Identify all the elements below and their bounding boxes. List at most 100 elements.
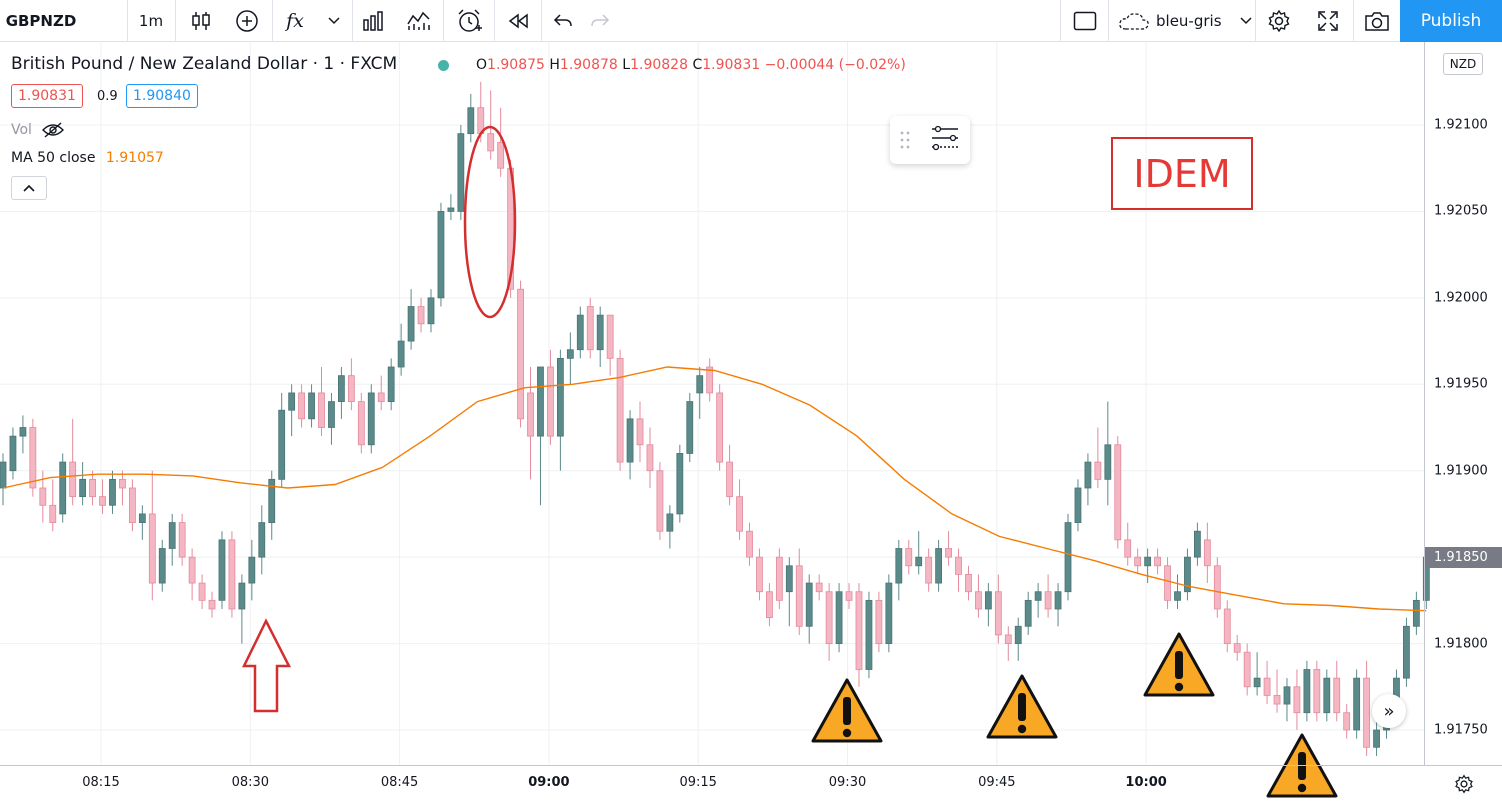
redo-button[interactable] [580, 0, 620, 42]
save-layout-button[interactable]: bleu-gris [1112, 0, 1254, 42]
candle [1373, 721, 1380, 756]
toolbar-separator [1060, 0, 1061, 42]
candle [367, 384, 375, 454]
ma-legend[interactable]: MA 50 close 1.91057 [11, 150, 164, 166]
candle [407, 289, 415, 350]
candle [1223, 600, 1231, 653]
layout-icon [1073, 11, 1097, 31]
candle-body [158, 548, 166, 584]
sell-price-button[interactable]: 1.90831 [11, 84, 83, 108]
candle [1024, 591, 1032, 635]
toolbar-separator [127, 0, 128, 42]
candle [984, 583, 992, 627]
candle-body [1223, 608, 1231, 644]
open-value: 1.90875 [487, 57, 545, 73]
candle-body [29, 427, 37, 489]
candle [1213, 557, 1221, 618]
warning-icon [986, 674, 1058, 739]
candle-body [1184, 556, 1191, 593]
candle-body [537, 366, 544, 437]
ma-label-text: MA 50 close [11, 150, 96, 166]
candle [955, 548, 962, 592]
object-tree-icon[interactable] [928, 125, 962, 155]
interval-label: 1m [138, 12, 164, 30]
settings-button[interactable] [1257, 0, 1301, 42]
candle-body [228, 539, 236, 610]
replay-button[interactable] [497, 0, 539, 42]
candle [1054, 583, 1062, 627]
candle-body [208, 599, 216, 610]
candle-body [288, 392, 296, 411]
volume-legend[interactable]: Vol [11, 122, 65, 138]
candle [1124, 522, 1132, 566]
candle-body [696, 375, 704, 394]
candle-body [656, 470, 664, 532]
floating-drawing-toolbar[interactable] [890, 116, 970, 164]
buy-price-button[interactable]: 1.90840 [126, 84, 198, 108]
candle-body [487, 133, 495, 152]
undo-button[interactable] [543, 0, 583, 42]
time-scale[interactable] [0, 765, 1502, 801]
candle [576, 306, 584, 359]
symbol-title[interactable]: British Pound / New Zealand Dollar · 1 ·… [11, 54, 398, 74]
high-key: H [549, 57, 560, 73]
compare-button[interactable] [226, 0, 268, 42]
layout-button[interactable] [1062, 0, 1108, 42]
candle [746, 522, 753, 566]
candle [865, 591, 873, 679]
candle [626, 410, 634, 480]
candles-icon [192, 12, 210, 30]
drag-handle-icon[interactable] [900, 131, 910, 149]
alert-button[interactable] [448, 0, 490, 42]
fullscreen-button[interactable] [1305, 0, 1351, 42]
scroll-to-realtime-button[interactable]: » [1372, 694, 1406, 728]
candle [736, 479, 743, 540]
eye-hidden-icon[interactable] [42, 122, 65, 138]
candle [1064, 513, 1072, 601]
candle [268, 470, 276, 540]
candle [726, 444, 733, 506]
snapshot-button[interactable] [1354, 0, 1400, 42]
candle-body [119, 478, 126, 489]
candle-body [1044, 591, 1052, 610]
candle-body [1313, 669, 1321, 714]
candle-body [556, 357, 564, 437]
candle [59, 453, 67, 523]
candle [1253, 652, 1261, 696]
interval-button[interactable]: 1m [129, 0, 173, 42]
candle-body [616, 357, 624, 463]
publish-button[interactable]: Publish [1400, 0, 1502, 42]
candle-body [238, 582, 246, 610]
candle-body [1164, 565, 1171, 601]
candle [547, 349, 554, 445]
candle-body [1403, 625, 1410, 679]
financials-button[interactable] [352, 0, 394, 42]
price-tick: 1.91950 [1434, 376, 1488, 392]
chart-type-button[interactable] [180, 0, 222, 42]
templates-button[interactable] [398, 0, 440, 42]
candle-body [437, 211, 445, 299]
fx-icon: fx [286, 10, 304, 32]
candle [9, 427, 17, 480]
candle-body [1034, 591, 1042, 601]
candle-body [1114, 444, 1122, 541]
candle [119, 470, 126, 506]
candle-body [318, 392, 325, 428]
candle [1273, 669, 1281, 713]
publish-label: Publish [1420, 11, 1482, 31]
candle [238, 574, 246, 644]
chart-settings-corner[interactable] [1425, 766, 1502, 801]
indicators-button[interactable]: fx [278, 0, 348, 42]
candle [1194, 522, 1201, 566]
candle [1243, 643, 1251, 696]
candle [1034, 583, 1042, 618]
chevron-down-icon [328, 17, 340, 25]
currency-badge[interactable]: NZD [1443, 53, 1483, 75]
candle [636, 401, 644, 463]
symbol-search-button[interactable]: GBPNZD [0, 0, 82, 42]
price-scale[interactable] [1424, 42, 1502, 765]
candle [596, 306, 604, 367]
collapse-legend-button[interactable] [11, 176, 47, 200]
candle [198, 574, 206, 609]
